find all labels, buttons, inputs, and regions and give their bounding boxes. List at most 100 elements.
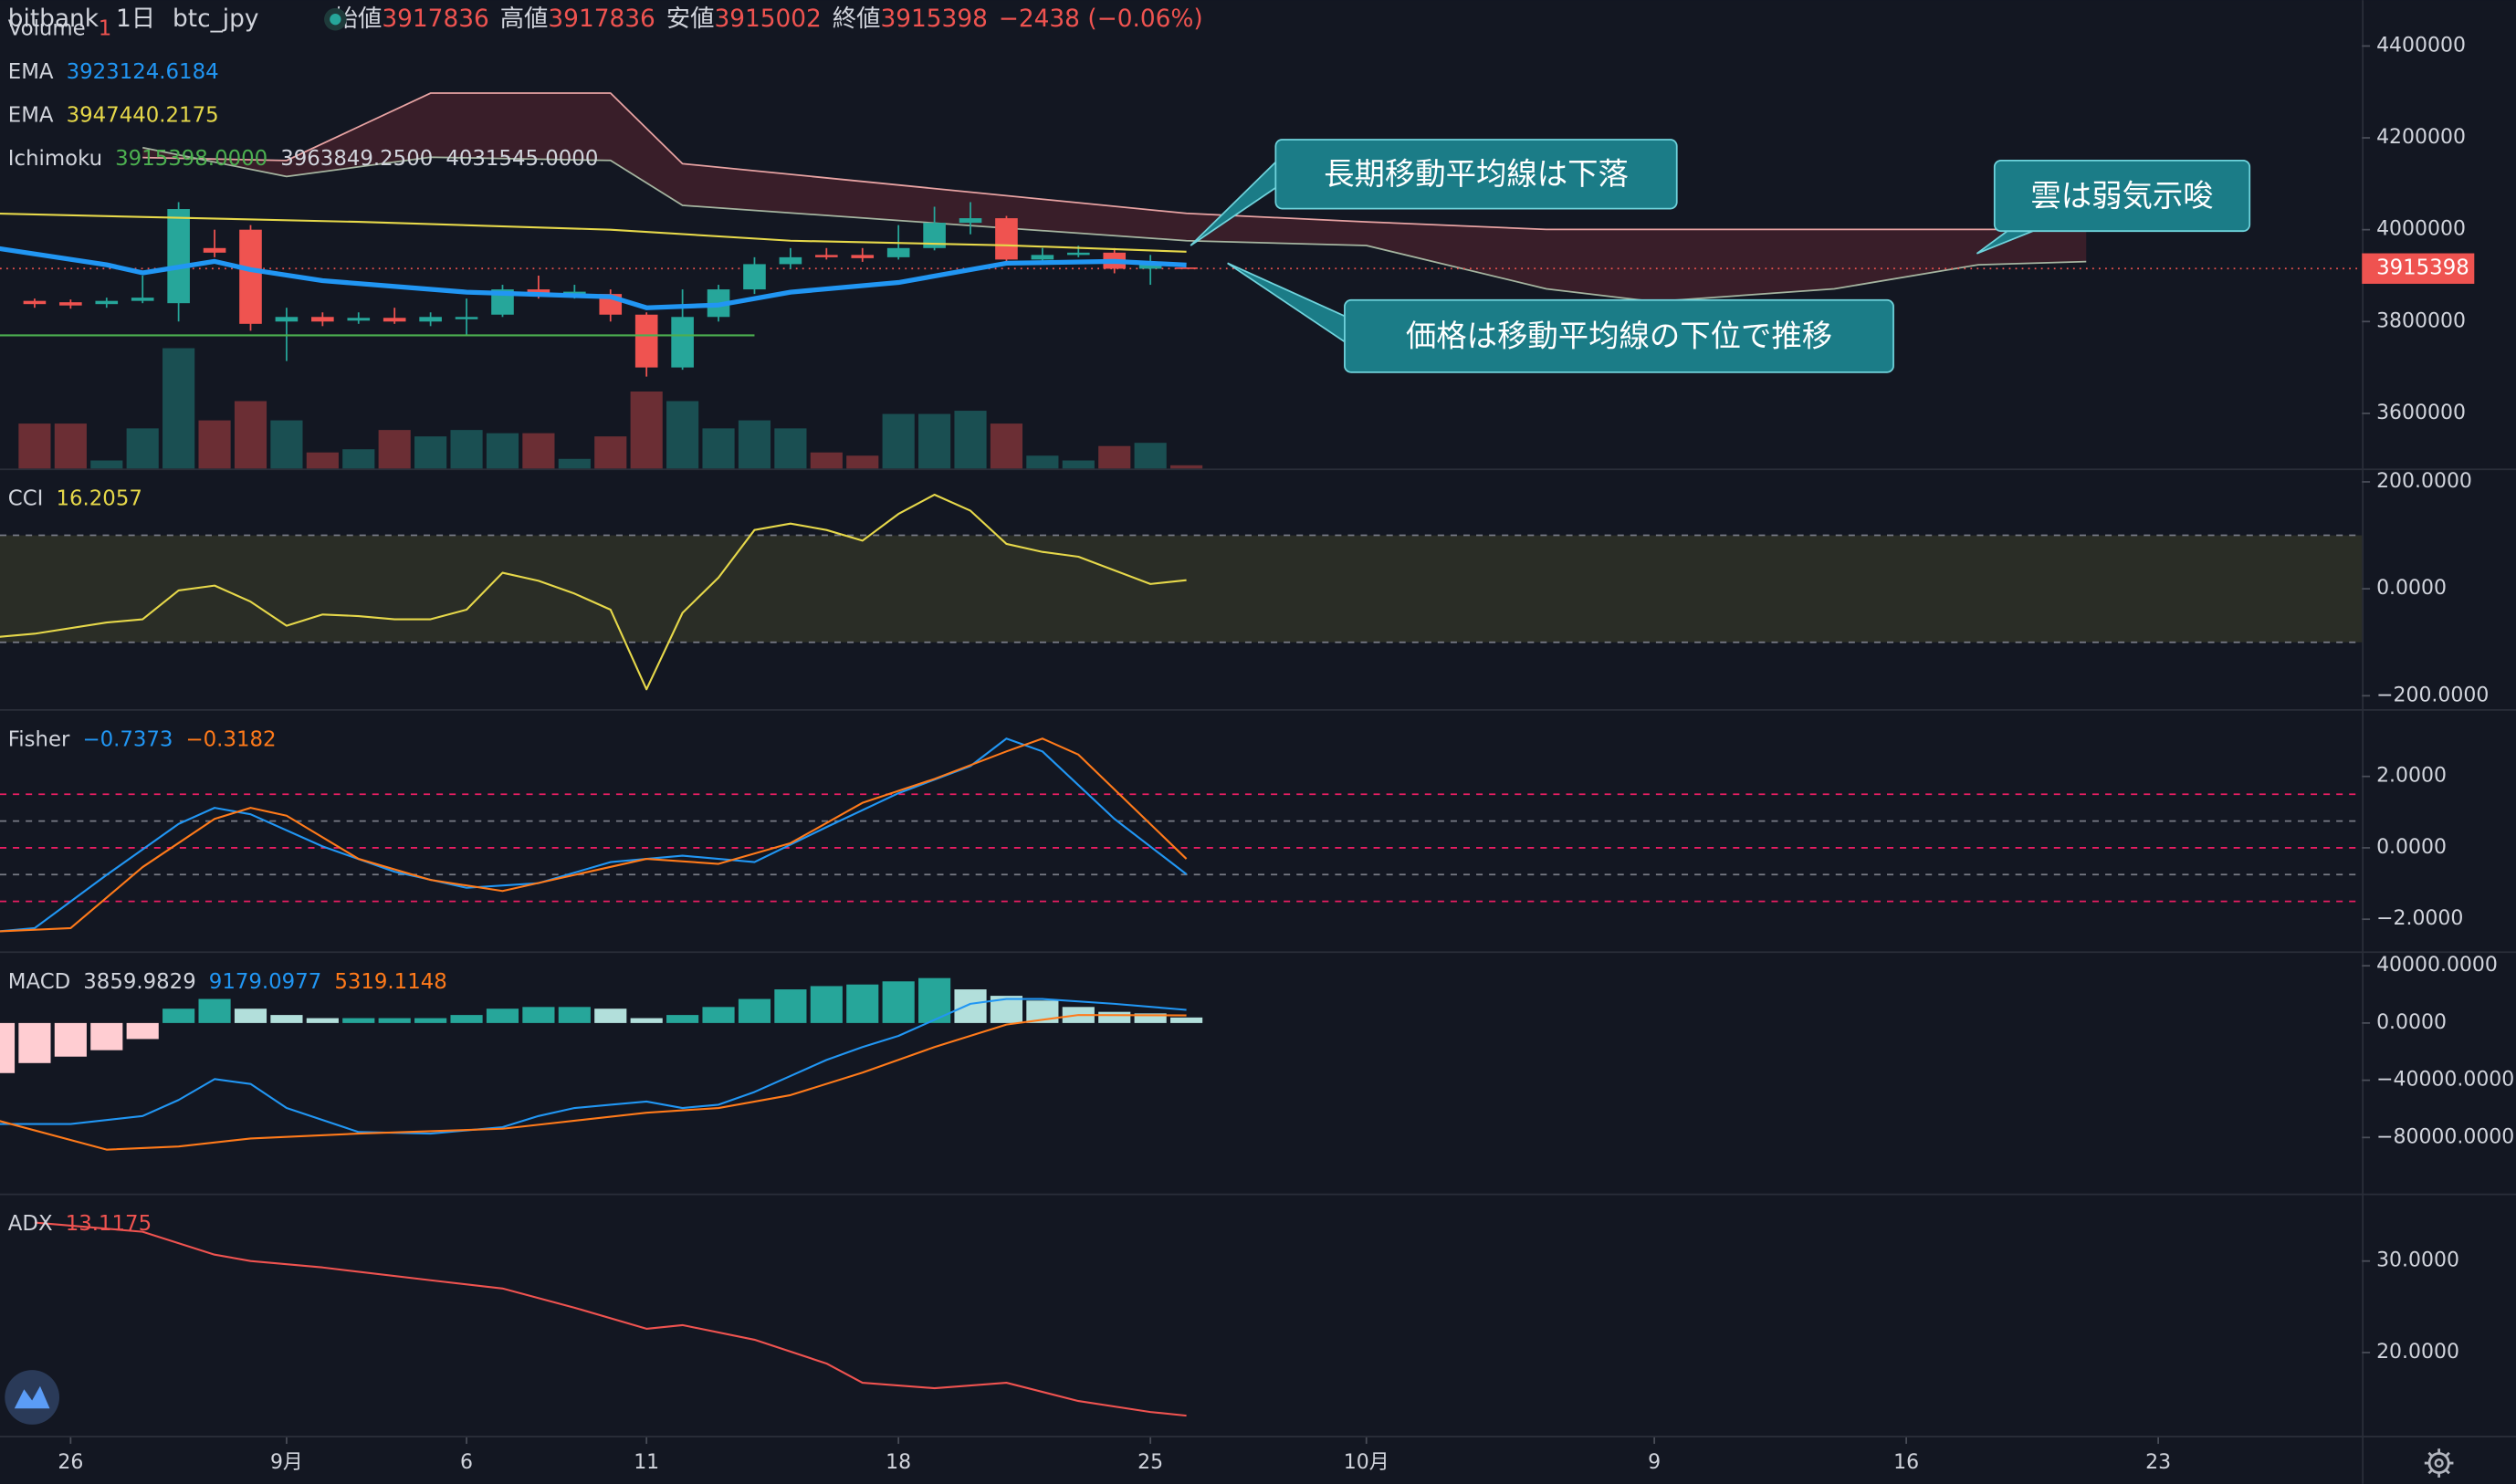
volume-bar	[522, 433, 555, 469]
indicator-line	[0, 213, 1187, 253]
histogram-bar	[558, 1007, 591, 1023]
histogram-bar	[0, 1022, 16, 1073]
y-tick-label: −2.0000	[2376, 907, 2463, 930]
histogram-bar	[522, 1007, 555, 1023]
ohlc-value: 3915002	[714, 5, 821, 33]
legend-value: 3859.9829	[83, 969, 195, 993]
volume-bar	[54, 423, 87, 469]
volume-bar	[1062, 460, 1095, 469]
y-tick-label: 40000.0000	[2376, 954, 2498, 977]
volume-bar	[918, 413, 951, 469]
histogram-bar	[954, 989, 987, 1023]
candle-body	[1067, 252, 1090, 256]
x-tick-label: 6	[460, 1451, 473, 1474]
plot-front: Volume 1 EMA 3923124.6184 EMA 3947440.2175 Ich…	[8, 16, 2475, 1236]
legend-value: 9179.0977	[209, 969, 321, 993]
histogram-bar	[126, 1022, 159, 1040]
y-tick-label: −40000.0000	[2376, 1069, 2514, 1092]
callout-box	[1274, 139, 1678, 210]
y-tick-label: 200.0000	[2376, 470, 2472, 493]
candle-body	[779, 256, 802, 265]
histogram-bar	[90, 1022, 123, 1050]
volume-bar	[162, 348, 195, 469]
volume-bar	[90, 460, 123, 469]
logo-circle[interactable]	[5, 1370, 60, 1425]
volume-bar	[846, 455, 879, 469]
histogram-bar	[486, 1008, 519, 1023]
y-tick-label: −80000.0000	[2376, 1125, 2514, 1148]
legend-entry: Fisher −0.7373 −0.3182	[8, 727, 277, 751]
volume-bar	[990, 423, 1023, 469]
x-tick-label: 25	[1137, 1451, 1163, 1474]
volume-bar	[630, 391, 663, 469]
histogram-bar	[234, 1008, 267, 1023]
candle-body	[203, 247, 226, 253]
ohlc-label: 高値	[500, 5, 549, 33]
indicator-line	[0, 998, 1187, 1135]
volume-bar	[774, 428, 807, 469]
legend-value: 3963849.2500	[280, 147, 433, 171]
y-tick-label: 4000000	[2376, 218, 2466, 241]
plot-mid	[0, 202, 1203, 1417]
legend-value: −0.7373	[82, 727, 173, 751]
y-tick-label: 3600000	[2376, 402, 2466, 424]
logo-mark[interactable]	[14, 1385, 50, 1409]
ichimoku-span-b	[142, 92, 2087, 231]
histogram-bar	[810, 986, 843, 1023]
level-band	[0, 535, 2363, 643]
volume-bar	[450, 430, 483, 469]
logo[interactable]	[5, 1370, 60, 1425]
candle-body	[815, 255, 838, 257]
callout-text: 長期移動平均線は下落	[1324, 156, 1629, 192]
legend-value: 3915398.0000	[115, 147, 267, 171]
symbol: bitbank	[8, 5, 100, 33]
y-tick-label: 4400000	[2376, 34, 2466, 57]
candle-body	[419, 317, 442, 322]
candle-body	[886, 247, 910, 257]
legend-entry: CCI 16.2057	[8, 486, 142, 510]
candle-body	[959, 218, 982, 224]
legend-label: EMA	[8, 60, 54, 84]
settings-icon[interactable]	[2424, 1448, 2454, 1478]
ohlc-label: 終値	[833, 5, 881, 33]
histogram-bar	[414, 1018, 447, 1023]
histogram-bar	[702, 1007, 735, 1023]
indicator-line	[0, 1014, 1187, 1151]
volume-bar	[666, 401, 699, 469]
indicator-line	[0, 737, 1188, 933]
header: bitbank 1日 btc_jpy 始値3917836 高値3917836 安…	[8, 5, 1203, 33]
x-tick-label: 16	[1893, 1451, 1919, 1474]
histogram-bar	[846, 984, 879, 1023]
histogram-bar	[666, 1015, 699, 1023]
volume-bar	[342, 449, 375, 469]
ohlc-label: 安値	[666, 5, 715, 33]
legend-label: MACD	[8, 969, 70, 993]
callout: 価格は移動平均線の下位で推移	[1227, 262, 1894, 373]
histogram-bar	[918, 977, 951, 1023]
legend-value: 1	[99, 16, 112, 40]
volume-bar	[18, 423, 51, 469]
gear-hub[interactable]	[2434, 1458, 2444, 1468]
histogram-bar	[162, 1008, 195, 1023]
volume-bar	[414, 436, 447, 469]
candle-body	[347, 318, 371, 321]
callout-box	[1344, 298, 1894, 373]
legend-entry: EMA 3947440.2175	[8, 103, 219, 127]
histogram-bar	[378, 1018, 411, 1023]
legend-label: Volume	[8, 16, 86, 40]
y-tick-label: 3800000	[2376, 309, 2466, 332]
volume-bar	[594, 436, 627, 469]
histogram-bar	[738, 998, 771, 1023]
ohlc-value: 3915398	[880, 5, 987, 33]
callout: 長期移動平均線は下落	[1190, 139, 1678, 246]
volume-bar	[558, 458, 591, 469]
callout-box	[1993, 159, 2251, 233]
x-tick-label: 9月	[270, 1451, 303, 1474]
volume-bar	[126, 428, 159, 469]
ichimoku-cloud	[142, 93, 2087, 302]
histogram-bar	[450, 1015, 483, 1023]
pair: btc_jpy	[173, 5, 258, 33]
legend-label: Fisher	[8, 727, 70, 751]
gear-teeth[interactable]	[2424, 1448, 2454, 1478]
